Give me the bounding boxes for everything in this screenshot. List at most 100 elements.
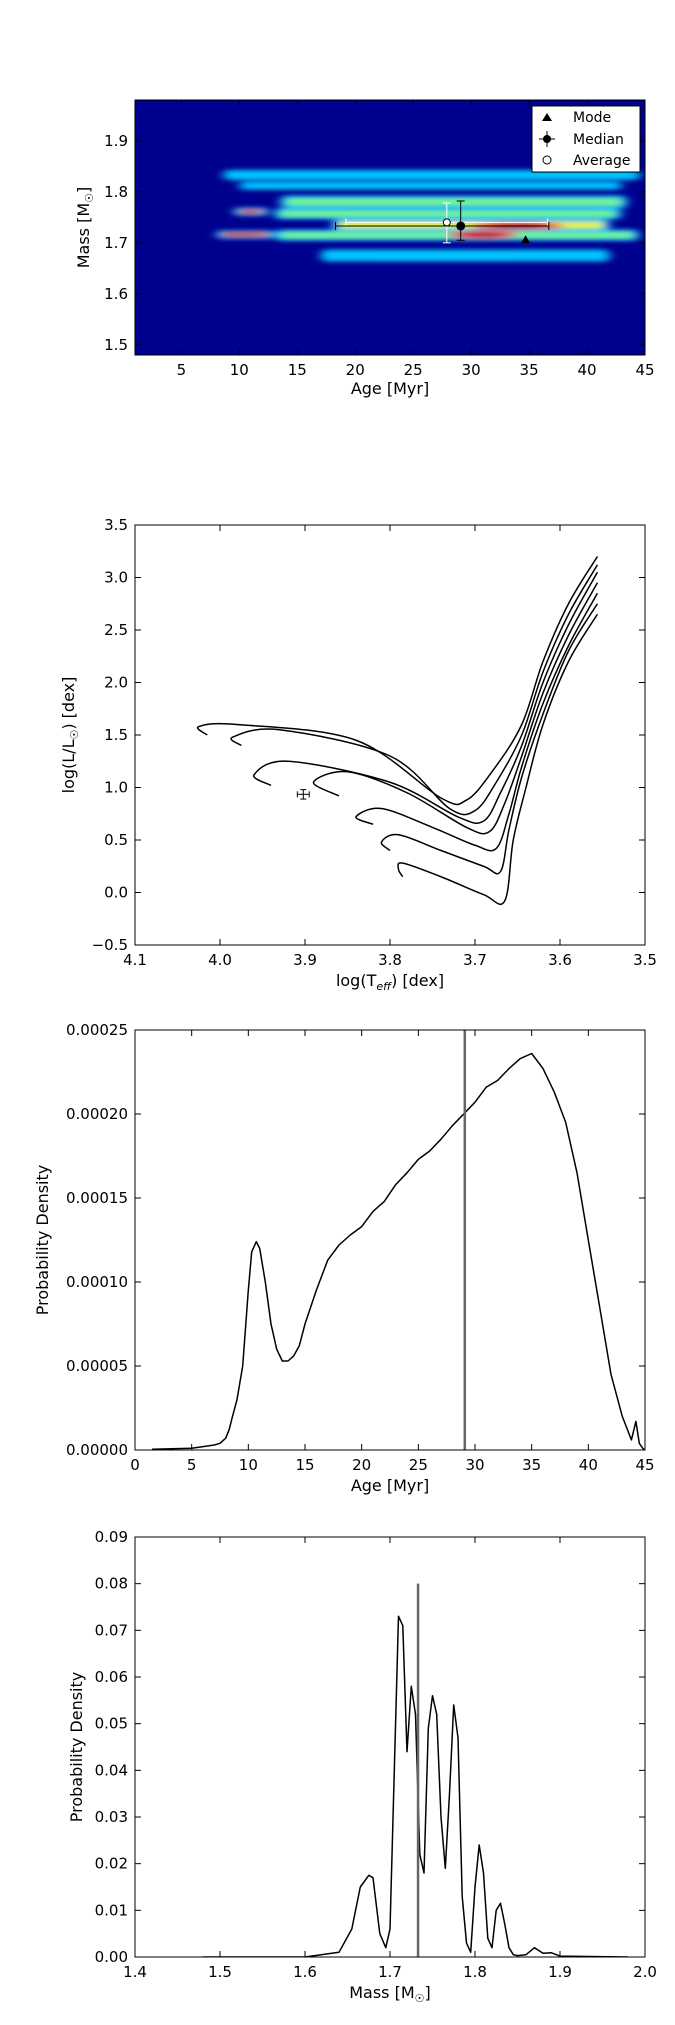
age-pdf-x-tick-label: 30 (465, 1456, 484, 1474)
heatmap-x-tick-label: 15 (288, 361, 307, 379)
age-pdf-y-tick-label: 0.00005 (66, 1357, 128, 1375)
sun-symbol: ☉ (415, 1992, 425, 2005)
mass-pdf-y-tick-label: 0.01 (95, 1901, 128, 1919)
isochrone-track (253, 571, 599, 824)
isochrone-track (230, 564, 599, 816)
mass-pdf-y-tick-label: 0.03 (95, 1808, 128, 1826)
age-pdf-x-tick-label: 20 (352, 1456, 371, 1474)
mass-pdf-y-tick-label: 0.00 (95, 1948, 128, 1966)
hr-y-tick-label: 1.5 (104, 726, 128, 744)
legend-median-label: Median (573, 132, 624, 148)
mass-pdf-panel: 1.4 1.5 1.6 1.7 1.8 1.9 2.0 0.00 0.01 0.02 0.03 0.0… (67, 1528, 657, 2005)
sun-symbol: ☉ (83, 193, 96, 203)
mass-pdf-x-tick-label: 1.5 (208, 1963, 232, 1981)
heatmap-y-tick-label: 1.7 (104, 234, 128, 252)
isochrone-track (312, 582, 599, 835)
heatmap-panel: 5 10 15 20 25 30 35 40 45 1.5 1.6 1.7 1.8 1.9 Age [My… (74, 99, 655, 398)
heatmap-band-peak (239, 210, 256, 213)
median-marker (456, 221, 466, 231)
isochrone-track (380, 603, 599, 875)
heatmap-band-core (280, 210, 616, 217)
hr-x-tick-label: 3.9 (293, 951, 317, 969)
hr-y-tick-label: 1.0 (104, 779, 128, 797)
age-pdf-y-tick-label: 0.00020 (66, 1105, 128, 1123)
heatmap-band-peak (222, 233, 255, 236)
heatmap-y-tick-label: 1.6 (104, 285, 128, 303)
mass-pdf-x-tick-label: 1.7 (378, 1963, 402, 1981)
mass-pdf-x-tick-label: 1.8 (463, 1963, 487, 1981)
age-pdf-line (151, 1052, 645, 1450)
legend-mode-label: Mode (573, 110, 611, 126)
hr-x-tick-label: 3.6 (548, 951, 572, 969)
hr-y-label: log(L/L☉) [dex] (59, 677, 81, 794)
mass-pdf-y-tick-label: 0.07 (95, 1621, 128, 1639)
hr-y-tick-label: 3.5 (104, 516, 128, 534)
hr-y-tick-label: 2.0 (104, 674, 128, 692)
age-pdf-y-label: Probability Density (33, 1165, 52, 1316)
heatmap-x-tick-label: 25 (404, 361, 423, 379)
age-pdf-x-tick-label: 40 (579, 1456, 598, 1474)
heatmap-x-tick-label: 20 (346, 361, 365, 379)
mass-pdf-y-tick-label: 0.08 (95, 1575, 128, 1593)
hr-x-tick-label: 3.7 (463, 951, 487, 969)
mass-pdf-y-label: Probability Density (67, 1672, 86, 1823)
heatmap-x-tick-label: 5 (177, 361, 187, 379)
age-pdf-y-tick-label: 0.00015 (66, 1189, 128, 1207)
age-pdf-x-tick-label: 10 (239, 1456, 258, 1474)
hr-x-tick-label: 3.5 (633, 951, 657, 969)
heatmap-x-tick-label: 30 (462, 361, 481, 379)
heatmap-y-tick-label: 1.8 (104, 183, 128, 201)
hr-y-tick-label: 3.0 (104, 569, 128, 587)
mass-pdf-x-tick-label: 2.0 (633, 1963, 657, 1981)
heatmap-hot-spot-core (461, 232, 504, 238)
heatmap-x-tick-label: 10 (230, 361, 249, 379)
heatmap-band-core (326, 252, 605, 259)
age-pdf-y-tick-label: 0.00025 (66, 1021, 128, 1039)
heatmap-band-core (245, 183, 616, 188)
heatmap-y-label: Mass [M☉] (74, 187, 96, 269)
hr-y-tick-label: 0.0 (104, 884, 128, 902)
average-marker (442, 218, 451, 227)
mass-pdf-y-tick-label: 0.05 (95, 1715, 128, 1733)
mass-pdf-x-label: Mass [M☉] (349, 1983, 431, 2005)
mass-pdf-y-tick-label: 0.06 (95, 1668, 128, 1686)
legend-median-dot-icon (543, 135, 551, 143)
heatmap-y-tick-label: 1.5 (104, 336, 128, 354)
age-pdf-y-tick-label: 0.00010 (66, 1273, 128, 1291)
heatmap-x-tick-label: 40 (577, 361, 596, 379)
age-pdf-x-tick-label: 25 (409, 1456, 428, 1474)
legend-average-label: Average (573, 153, 631, 169)
mass-pdf-y-tick-label: 0.02 (95, 1855, 128, 1873)
isochrone-track (196, 556, 599, 806)
isochrone-track (397, 613, 599, 906)
hr-x-label: log(Teff) [dex] (336, 971, 444, 993)
mass-pdf-y-tick-label: 0.04 (95, 1761, 128, 1779)
isochrone-track (355, 592, 599, 852)
age-pdf-x-tick-label: 15 (295, 1456, 314, 1474)
mass-pdf-x-tick-label: 1.6 (293, 1963, 317, 1981)
hr-y-tick-label: −0.5 (92, 936, 128, 954)
heatmap-band-core (229, 172, 635, 178)
mass-pdf-line (203, 1615, 629, 1957)
age-pdf-panel: 0 5 10 15 20 25 30 35 40 45 0.00000 0.00005 0.00010 0… (33, 1021, 655, 1495)
hr-x-tick-label: 3.8 (378, 951, 402, 969)
sun-symbol: ☉ (68, 730, 81, 740)
age-pdf-y-tick-label: 0.00000 (66, 1441, 128, 1459)
age-pdf-x-tick-label: 45 (635, 1456, 654, 1474)
legend-mode-triangle-icon (542, 113, 552, 121)
age-pdf-x-label: Age [Myr] (351, 1476, 429, 1495)
legend-average-circle-icon (542, 155, 552, 165)
heatmap-x-label: Age [Myr] (351, 379, 429, 398)
mass-pdf-x-tick-label: 1.4 (123, 1963, 147, 1981)
hr-y-tick-label: 0.5 (104, 831, 128, 849)
mode-marker (521, 235, 531, 244)
hr-x-tick-label: 4.1 (123, 951, 147, 969)
hr-diagram-panel: 4.1 4.0 3.9 3.8 3.7 3.6 3.5 −0.5 0.0 0.5 1.0 1.5 2.0… (59, 516, 657, 993)
age-pdf-x-tick-label: 0 (130, 1456, 140, 1474)
heatmap-y-tick-label: 1.9 (104, 132, 128, 150)
hr-y-tick-label: 2.5 (104, 621, 128, 639)
mass-pdf-y-tick-label: 0.09 (95, 1528, 128, 1546)
heatmap-x-tick-label: 35 (520, 361, 539, 379)
age-pdf-x-tick-label: 5 (187, 1456, 197, 1474)
